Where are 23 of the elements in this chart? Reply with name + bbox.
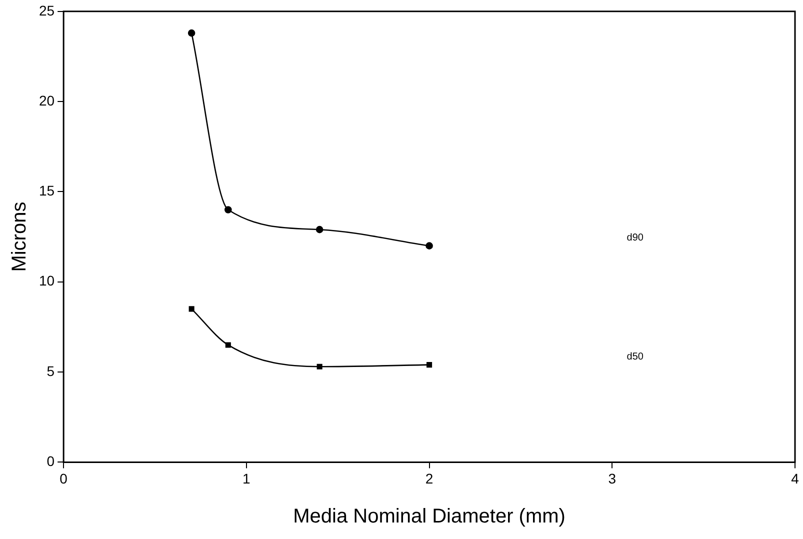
x-axis-title: Media Nominal Diameter (mm) xyxy=(293,506,566,528)
text: d50 xyxy=(626,352,644,363)
point xyxy=(426,362,432,368)
x-tick-label: 0 xyxy=(60,470,68,486)
y-tick-label: 10 xyxy=(38,272,55,289)
y-tick-label: 20 xyxy=(38,92,55,108)
point xyxy=(316,364,322,370)
point xyxy=(224,206,232,214)
x-tick-label: 4 xyxy=(791,470,800,486)
y-tick-label: 15 xyxy=(38,182,55,199)
text: d90 xyxy=(626,232,644,244)
y-tick-label: 0 xyxy=(46,453,55,470)
point xyxy=(316,226,324,234)
point xyxy=(188,29,196,37)
point xyxy=(426,242,433,250)
x-tick-label: 2 xyxy=(425,470,434,486)
y-axis-title: Microns xyxy=(8,202,31,272)
point xyxy=(225,342,231,348)
y-tick-label: 5 xyxy=(46,362,55,379)
point xyxy=(188,306,194,312)
y-tick-label: 25 xyxy=(38,2,55,18)
x-tick-label: 1 xyxy=(242,470,251,486)
x-tick-label: 3 xyxy=(608,470,616,486)
